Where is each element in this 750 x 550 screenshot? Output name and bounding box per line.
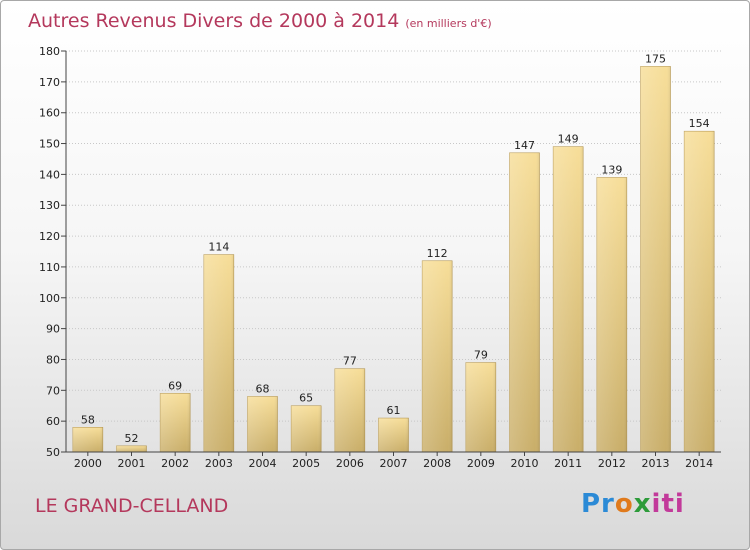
bar-value-label: 149: [558, 133, 579, 146]
y-tick-label: 170: [39, 76, 60, 89]
bar-shading: [553, 146, 584, 452]
x-tick-label: 2008: [423, 457, 451, 470]
x-tick-label: 2001: [118, 457, 146, 470]
y-tick-label: 100: [39, 292, 60, 305]
x-tick-label: 2011: [554, 457, 582, 470]
x-tick-label: 2010: [511, 457, 539, 470]
y-tick-label: 130: [39, 199, 60, 212]
x-tick-label: 2012: [598, 457, 626, 470]
bar-shading: [247, 396, 278, 452]
x-tick-label: 2014: [685, 457, 713, 470]
x-tick-label: 2006: [336, 457, 364, 470]
y-tick-label: 90: [46, 323, 60, 336]
bar-shading: [72, 427, 103, 452]
bar-value-label: 52: [125, 432, 139, 445]
x-tick-label: 2003: [205, 457, 233, 470]
x-tick-label: 2000: [74, 457, 102, 470]
bar-shading: [422, 260, 453, 452]
bar-value-label: 154: [689, 117, 710, 130]
x-tick-label: 2005: [292, 457, 320, 470]
bar-value-label: 69: [168, 379, 182, 392]
bar-value-label: 58: [81, 413, 95, 426]
bar-shading: [509, 152, 540, 453]
bar-shading: [334, 368, 365, 452]
bar-value-label: 77: [343, 355, 357, 368]
x-tick-label: 2013: [642, 457, 670, 470]
bar-shading: [160, 393, 191, 452]
bar-shading: [203, 254, 234, 452]
y-tick-label: 140: [39, 168, 60, 181]
chart-title: Autres Revenus Divers de 2000 à 2014: [28, 10, 400, 32]
y-tick-label: 160: [39, 107, 60, 120]
bar-value-label: 65: [299, 392, 313, 405]
bar-shading: [465, 362, 496, 452]
bar-value-label: 147: [514, 139, 535, 152]
proxiti-logo: Proxiti: [581, 489, 685, 519]
y-tick-label: 60: [46, 415, 60, 428]
bars: [72, 66, 715, 453]
y-tick-label: 120: [39, 230, 60, 243]
bar-value-label: 114: [208, 241, 229, 254]
x-tick-label: 2002: [161, 457, 189, 470]
bar-value-label: 112: [427, 247, 448, 260]
y-tick-label: 110: [39, 261, 60, 274]
bar-value-label: 139: [601, 163, 622, 176]
bar-shading: [640, 66, 671, 452]
y-tick-label: 50: [46, 446, 60, 459]
bar-shading: [291, 405, 322, 452]
x-tick-label: 2007: [380, 457, 408, 470]
y-tick-label: 70: [46, 384, 60, 397]
chart-title-block: Autres Revenus Divers de 2000 à 2014 (en …: [28, 10, 492, 32]
y-tick-label: 180: [39, 45, 60, 58]
bar-shading: [596, 177, 627, 452]
x-tick-label: 2009: [467, 457, 495, 470]
bar-value-label: 61: [387, 404, 401, 417]
y-tick-label: 80: [46, 353, 60, 366]
bar-shading: [378, 418, 409, 452]
y-tick-label: 150: [39, 138, 60, 151]
bar-shading: [116, 445, 147, 452]
bar-shading: [684, 131, 715, 452]
bar-value-label: 175: [645, 52, 666, 65]
bar-value-label: 79: [474, 349, 488, 362]
labels: 50 60 70 80 90 100 110 120 130 140 150 160 170 180 58 2…: [39, 45, 713, 470]
x-tick-label: 2004: [249, 457, 277, 470]
chart-subtitle: (en milliers d'€): [405, 17, 492, 30]
axes: [61, 50, 721, 456]
bar-value-label: 68: [256, 382, 270, 395]
location-label: LE GRAND-CELLAND: [35, 495, 229, 517]
